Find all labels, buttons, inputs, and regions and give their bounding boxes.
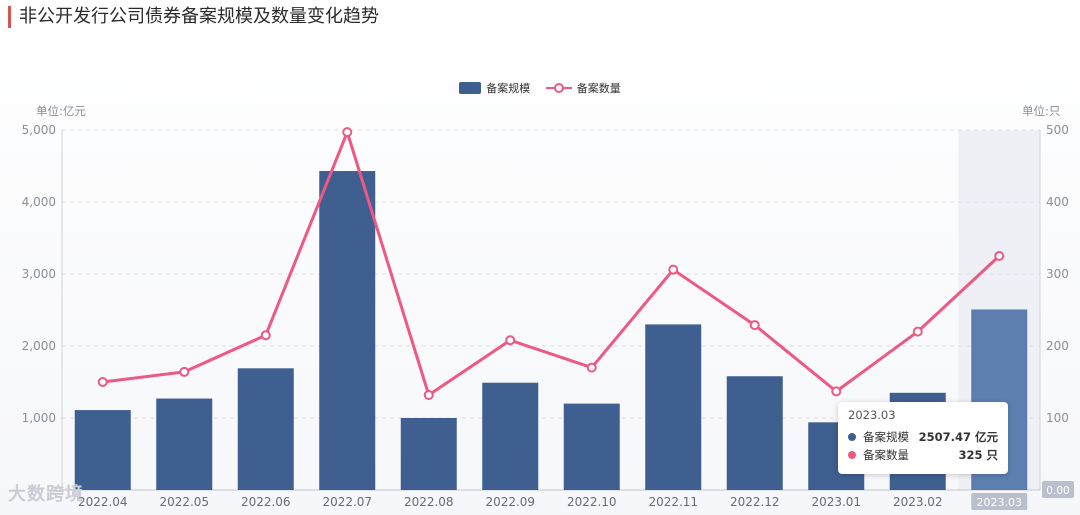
y-left-tick-label: 1,000 [22,411,56,425]
tooltip-unit-scale: 亿元 [975,430,998,444]
legend-bar-label: 备案规模 [486,82,531,95]
bar-2022.07 [319,171,376,491]
legend-bar-swatch [459,82,482,94]
x-tick-label: 2023.02 [893,495,943,509]
y-left-tick-label: 4,000 [22,195,56,209]
bar-2022.04 [74,410,131,490]
line-point-2022.07 [342,127,353,138]
legend-item-bar[interactable]: 备案规模 [459,80,530,96]
tooltip-name-count: 备案数量 [863,448,909,462]
y-left-tick-label: 3,000 [22,267,56,281]
y-right-tick-label: 300 [1046,267,1069,281]
bar-2022.06 [237,368,294,490]
tooltip-unit-count: 只 [986,448,999,462]
line-point-2022.05 [179,366,190,377]
line-series-count [102,130,1001,397]
legend-line-label: 备案数量 [576,82,621,95]
x-tick-label: 2022.07 [322,495,372,509]
bar-2022.08 [400,418,457,490]
x-tick-label: 2023.01 [811,495,861,509]
chart-legend: 备案规模 备案数量 [0,80,1080,96]
bar-2022.11 [645,324,702,490]
tooltip-title: 2023.03 [848,408,896,422]
x-tick-label: 2022.12 [730,495,780,509]
tooltip-value-count: 325 [958,448,983,462]
x-tick-label: 2022.10 [567,495,617,509]
y-left-tick-label: 2,000 [22,339,56,353]
legend-line-swatch [545,83,572,93]
chart-title: 非公开发行公司债券备案规模及数量变化趋势 [19,6,379,27]
line-point-2022.04 [97,377,108,387]
x-tick-label: 2023.03 [977,496,1023,509]
legend-item-line[interactable]: 备案数量 [545,80,621,96]
bar-2022.09 [482,382,539,490]
line-point-2022.09 [505,335,516,346]
chart-tooltip: 2023.03 备案规模 2507.47 亿元 备案数量 325 只 [838,402,1008,474]
y-right-unit-label: 单位:只 [1022,104,1060,118]
y-left-unit-label: 单位:亿元 [36,104,86,118]
chart-title-bar: 非公开发行公司债券备案规模及数量变化趋势 [8,6,379,28]
y-right-tick-label: 200 [1046,339,1069,353]
bar-2022.05 [156,398,213,490]
tooltip-dot-scale [848,433,856,441]
x-tick-label: 2022.05 [159,495,209,509]
line-point-2022.10 [586,362,597,373]
x-tick-label: 2022.09 [485,495,535,509]
line-point-2022.06 [260,330,271,341]
x-tick-label: 2022.06 [241,495,291,509]
y-axis-pointer-label: 0.00 [1046,485,1069,497]
x-tick-label: 2022.11 [648,495,698,509]
y-right-tick-label: 400 [1046,195,1069,209]
tooltip-row-count: 备案数量 325 只 [848,446,998,464]
tooltip-dot-count [848,451,856,459]
x-axis-pointer-box [971,493,1028,510]
watermark-logo: 大数跨境 [8,484,84,505]
line-point-2022.11 [668,264,679,275]
tooltip-name-scale: 备案规模 [863,430,909,444]
line-point-2023.01 [831,386,842,397]
line-point-2022.08 [423,389,434,400]
tooltip-row-scale: 备案规模 2507.47 亿元 [848,428,998,446]
tooltip-value-scale: 2507.47 [918,430,971,444]
x-tick-label: 2022.04 [78,495,128,509]
line-point-2023.02 [912,326,923,337]
line-point-2023.03 [994,251,1005,261]
y-axis-pointer-box [1042,481,1074,498]
y-right-tick-label: 100 [1046,411,1069,425]
y-right-tick-label: 500 [1046,123,1069,137]
bar-2022.10 [563,403,620,490]
x-tick-label: 2022.08 [404,495,454,509]
line-point-2022.12 [749,320,760,331]
bar-2022.12 [726,376,783,490]
y-left-tick-label: 5,000 [22,123,56,137]
